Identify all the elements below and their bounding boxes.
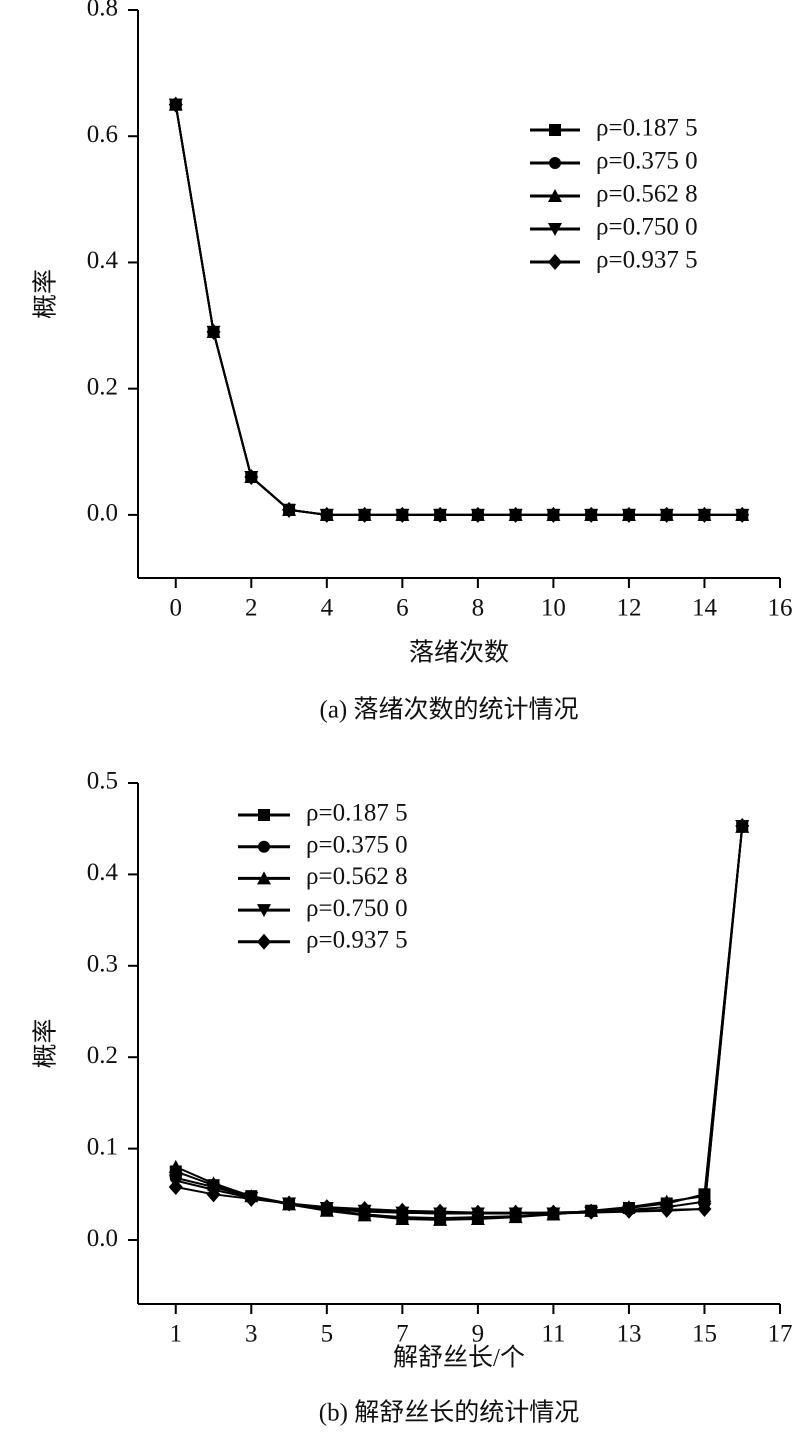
y-tick-label: 0.6 bbox=[87, 121, 118, 148]
marker bbox=[584, 506, 599, 523]
marker bbox=[584, 1203, 599, 1220]
marker bbox=[282, 501, 297, 518]
x-axis-label: 解舒丝长/个 bbox=[393, 1344, 525, 1372]
legend-marker bbox=[258, 840, 270, 853]
legend-marker bbox=[548, 254, 562, 270]
legend-label: ρ=0.937 5 bbox=[596, 247, 698, 274]
marker bbox=[395, 506, 410, 523]
legend-marker bbox=[548, 223, 562, 236]
y-tick-label: 0.1 bbox=[87, 1133, 118, 1160]
marker bbox=[659, 1201, 674, 1218]
x-tick-label: 7 bbox=[396, 1321, 409, 1348]
caption: (a) 落绪次数的统计情况 bbox=[320, 696, 579, 724]
y-tick-label: 0.3 bbox=[87, 951, 118, 978]
y-axis-label: 概率 bbox=[32, 1018, 60, 1068]
x-tick-label: 6 bbox=[396, 595, 409, 622]
y-tick-label: 0.4 bbox=[87, 247, 119, 274]
y-tick-label: 0.8 bbox=[87, 0, 118, 22]
legend-marker bbox=[549, 124, 561, 136]
series-line bbox=[175, 826, 744, 1221]
marker bbox=[206, 323, 221, 340]
x-tick-label: 13 bbox=[616, 1321, 641, 1348]
marker bbox=[470, 506, 485, 523]
marker bbox=[433, 506, 448, 523]
marker bbox=[470, 1204, 485, 1221]
marker bbox=[659, 1194, 674, 1208]
marker bbox=[244, 1190, 259, 1207]
y-tick-label: 0.2 bbox=[87, 373, 118, 400]
legend-label: ρ=0.750 0 bbox=[596, 214, 698, 241]
marker bbox=[621, 1202, 636, 1219]
y-tick-label: 0.0 bbox=[87, 1225, 118, 1252]
x-tick-label: 1 bbox=[170, 1321, 183, 1348]
marker bbox=[659, 506, 674, 523]
caption: (b) 解舒丝长的统计情况 bbox=[319, 1399, 579, 1427]
legend-label: ρ=0.187 5 bbox=[306, 800, 408, 827]
marker bbox=[168, 1179, 183, 1196]
legend-marker bbox=[548, 189, 562, 202]
marker bbox=[357, 506, 372, 523]
legend-label: ρ=0.375 0 bbox=[596, 148, 698, 175]
legend-marker bbox=[257, 904, 271, 918]
marker bbox=[433, 1203, 448, 1220]
marker bbox=[735, 506, 750, 523]
marker bbox=[697, 1200, 712, 1217]
legend-label: ρ=0.562 8 bbox=[596, 181, 698, 208]
legend-marker bbox=[257, 933, 271, 950]
legend-label: ρ=0.562 8 bbox=[306, 863, 408, 890]
series-line bbox=[175, 825, 744, 1214]
legend-label: ρ=0.937 5 bbox=[306, 927, 408, 954]
marker bbox=[508, 1204, 523, 1221]
y-tick-label: 0.2 bbox=[87, 1042, 118, 1069]
legend-label: ρ=0.375 0 bbox=[306, 831, 408, 858]
x-tick-label: 9 bbox=[472, 1321, 485, 1348]
marker bbox=[697, 506, 712, 523]
marker bbox=[206, 1186, 221, 1203]
legend-marker bbox=[258, 809, 270, 821]
x-tick-label: 15 bbox=[692, 1321, 717, 1348]
x-tick-label: 11 bbox=[541, 1321, 565, 1348]
x-tick-label: 12 bbox=[616, 595, 641, 622]
x-tick-label: 3 bbox=[245, 1321, 258, 1348]
marker bbox=[546, 506, 561, 523]
marker bbox=[697, 1189, 712, 1203]
marker bbox=[395, 1202, 410, 1219]
legend-marker bbox=[257, 871, 271, 885]
x-axis-label: 落绪次数 bbox=[409, 639, 509, 667]
marker bbox=[282, 1195, 297, 1212]
series-line bbox=[175, 825, 744, 1220]
x-tick-label: 0 bbox=[170, 595, 183, 622]
x-tick-label: 8 bbox=[472, 595, 485, 622]
series-line bbox=[174, 104, 743, 516]
marker bbox=[168, 1159, 183, 1173]
y-tick-label: 0.0 bbox=[87, 500, 118, 527]
x-tick-label: 16 bbox=[768, 595, 793, 622]
legend-label: ρ=0.187 5 bbox=[596, 115, 698, 142]
legend-marker bbox=[549, 157, 561, 169]
x-tick-label: 17 bbox=[768, 1321, 793, 1348]
x-tick-label: 2 bbox=[245, 595, 258, 622]
marker bbox=[546, 1204, 561, 1221]
y-tick-label: 0.4 bbox=[87, 859, 119, 886]
y-axis-label: 概率 bbox=[32, 269, 60, 319]
marker bbox=[735, 817, 750, 834]
marker bbox=[621, 506, 636, 523]
marker bbox=[357, 1200, 372, 1217]
marker bbox=[319, 506, 334, 523]
marker bbox=[319, 1199, 334, 1216]
marker bbox=[168, 96, 183, 113]
y-tick-label: 0.5 bbox=[87, 768, 118, 795]
x-tick-label: 4 bbox=[321, 595, 334, 622]
marker bbox=[244, 469, 259, 486]
legend-label: ρ=0.750 0 bbox=[306, 895, 408, 922]
x-tick-label: 14 bbox=[692, 595, 718, 622]
x-tick-label: 5 bbox=[321, 1321, 334, 1348]
x-tick-label: 10 bbox=[541, 595, 566, 622]
marker bbox=[508, 506, 523, 523]
